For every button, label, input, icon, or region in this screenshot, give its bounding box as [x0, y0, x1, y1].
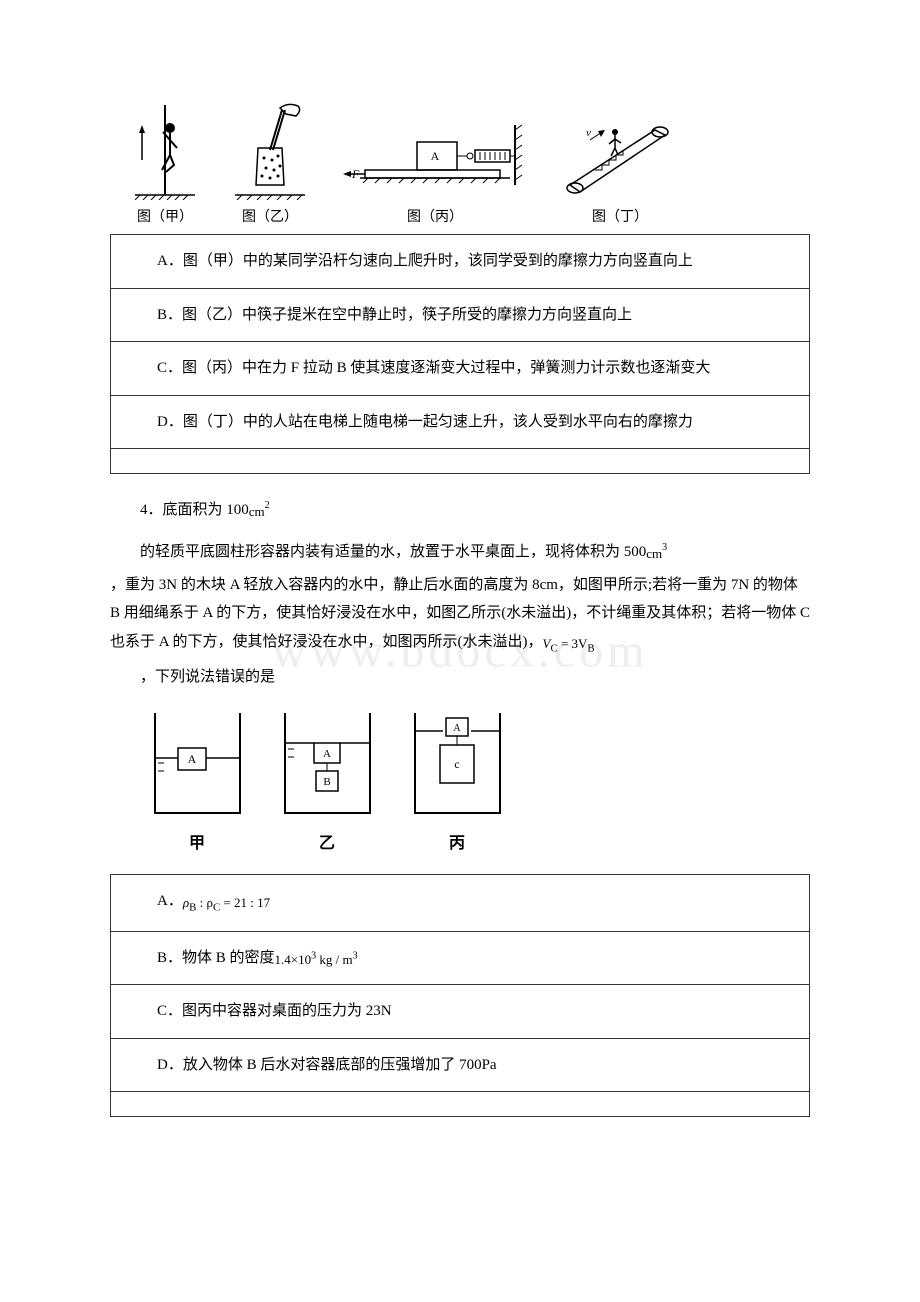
q3-option-b: B．图（乙）中筷子提米在空中静止时，筷子所受的摩擦力方向竖直向上	[111, 288, 810, 342]
q4-option-d: D．放入物体 B 后水对容器底部的压强增加了 700Pa	[111, 1038, 810, 1092]
figure-bing-svg: A F	[340, 120, 530, 200]
svg-text:A: A	[431, 149, 440, 163]
figure-jia-label: 图（甲）	[130, 206, 200, 226]
q4-exp3: 3	[662, 542, 667, 553]
q3-option-c: C．图（丙）中在力 F 拉动 B 使其速度逐渐变大过程中，弹簧测力计示数也逐渐变…	[111, 342, 810, 396]
q4-line2: ，重为 3N 的木块 A 轻放入容器内的水中，静止后水面的高度为 8cm，如图甲…	[110, 571, 810, 659]
q3-options-table: A．图（甲）中的某同学沿杆匀速向上爬升时，该同学受到的摩擦力方向竖直向上 B．图…	[110, 234, 810, 474]
block-a-1: A	[188, 752, 197, 766]
q3-option-d: D．图（丁）中的人站在电梯上随电梯一起匀速上升，该人受到水平向右的摩擦力	[111, 395, 810, 449]
q3-empty-row	[111, 449, 810, 474]
q4-line3: ，下列说法错误的是	[110, 663, 810, 692]
b-unit: kg / m	[316, 952, 352, 967]
b-prefix: B．物体 B 的密度	[157, 950, 275, 966]
q4-option-b: B．物体 B 的密度1.4×103 kg / m3	[111, 931, 810, 985]
svg-text:A: A	[453, 723, 461, 734]
q4-empty-row	[111, 1092, 810, 1117]
figure-ding-svg: v	[560, 110, 680, 200]
b-val: 1.4×10	[275, 952, 312, 967]
figure-jia-svg	[130, 100, 200, 200]
figure-jia: 图（甲）	[130, 100, 200, 226]
q4-option-c: C．图丙中容器对桌面的压力为 23N	[111, 985, 810, 1039]
a-expr: : ρ	[196, 895, 213, 910]
svg-text:A: A	[323, 748, 331, 760]
a-rest: = 21 : 17	[220, 895, 270, 910]
q4-containers: A 甲 A B 乙	[140, 703, 810, 868]
q4-exp2: 2	[265, 500, 270, 511]
vc-b: B	[587, 642, 594, 654]
figure-ding-label: 图（丁）	[560, 206, 680, 226]
q4-num-text: 4．底面积为 100	[140, 502, 249, 518]
figure-bing-label: 图（丙）	[340, 206, 530, 226]
q4-number: 4．底面积为 100cm2	[110, 498, 810, 520]
q4-unit1: cm	[249, 504, 265, 519]
figure-ding: v 图（丁）	[560, 110, 680, 226]
figure-yi-label: 图（乙）	[230, 206, 310, 226]
q4-option-a: A．ρB : ρC = 21 : 17	[111, 875, 810, 931]
svg-text:v: v	[586, 127, 591, 139]
q4-vc: VC = 3VB	[543, 636, 595, 651]
figure-yi-svg	[230, 100, 310, 200]
a-prefix: A．	[157, 893, 183, 909]
q3-figures: 图（甲） 图（乙）	[110, 100, 810, 226]
q4-line1-text: 的轻质平底圆柱形容器内装有适量的水，放置于水平桌面上，现将体积为 500	[140, 544, 646, 560]
svg-text:B: B	[323, 776, 330, 788]
figure-bing: A F 图（丙）	[340, 120, 530, 226]
b-exp2: 3	[353, 950, 358, 961]
q3-option-a: A．图（甲）中的某同学沿杆匀速向上爬升时，该同学受到的摩擦力方向竖直向上	[111, 235, 810, 289]
q4-line2-text: ，重为 3N 的木块 A 轻放入容器内的水中，静止后水面的高度为 8cm，如图甲…	[110, 577, 810, 650]
vc-eq: = 3V	[558, 636, 588, 651]
container-yi-label: 乙	[319, 835, 335, 852]
q4-options-table: A．ρB : ρC = 21 : 17 B．物体 B 的密度1.4×10 3 kg…	[110, 874, 810, 1117]
figure-yi: 图（乙）	[230, 100, 310, 226]
container-bing-label: 丙	[449, 834, 465, 852]
q4-unit2: cm	[646, 546, 662, 561]
svg-text:c: c	[454, 757, 459, 771]
vc-c: C	[550, 642, 557, 654]
q4-line1: 的轻质平底圆柱形容器内装有适量的水，放置于水平桌面上，现将体积为 500cm3	[110, 538, 810, 567]
container-jia-label: 甲	[189, 834, 205, 852]
